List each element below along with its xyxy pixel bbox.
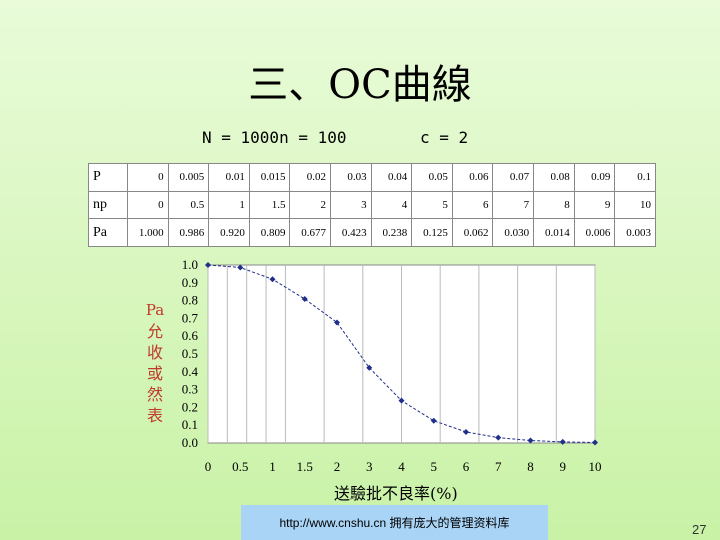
y-tick-label: 0.5 bbox=[182, 346, 198, 361]
table-cell: 0 bbox=[127, 163, 169, 192]
table-cell: 0.238 bbox=[370, 218, 413, 247]
y-tick-label: 0.1 bbox=[182, 417, 198, 432]
row-header: Pa bbox=[88, 218, 128, 247]
y-axis-char: 收 bbox=[146, 343, 163, 362]
table-cell: 0.05 bbox=[411, 163, 453, 192]
table-cell: 1.5 bbox=[248, 190, 291, 220]
param-n-text: N = 1000n = 100 bbox=[202, 128, 347, 147]
table-cell: 0.062 bbox=[451, 218, 494, 247]
table-cell: 0.014 bbox=[533, 218, 575, 247]
table-cell: 0.5 bbox=[167, 190, 210, 220]
data-point bbox=[559, 438, 566, 445]
table-cell: 8 bbox=[533, 190, 575, 220]
oc-table: P 0 0.005 0.01 0.015 0.02 0.03 0.04 0.05 0.06 0.07… bbox=[88, 163, 656, 247]
data-point bbox=[430, 417, 437, 424]
table-cell: 0.423 bbox=[330, 218, 372, 247]
table-cell: 0.005 bbox=[167, 163, 210, 192]
y-tick-label: 1.0 bbox=[182, 257, 198, 272]
table-cell: 0.1 bbox=[614, 163, 656, 192]
table-cell: 4 bbox=[370, 190, 413, 220]
table-row: np 0 0.5 1 1.5 2 3 4 5 6 7 8 9 10 bbox=[88, 190, 656, 220]
table-cell: 0.015 bbox=[248, 163, 291, 192]
table-cell: 0.030 bbox=[492, 218, 535, 247]
table-cell: 0.677 bbox=[289, 218, 332, 247]
data-point bbox=[398, 397, 405, 404]
param-c-text: c = 2 bbox=[420, 128, 469, 147]
y-tick-label: 0.8 bbox=[182, 293, 198, 308]
x-tick-label: 7 bbox=[495, 459, 502, 474]
y-tick-label: 0.0 bbox=[182, 435, 198, 450]
table-cell: 0.06 bbox=[451, 163, 494, 192]
table-cell: 9 bbox=[573, 190, 616, 220]
data-point bbox=[527, 437, 534, 444]
footer-bar: http://www.cnshu.cn 拥有庞大的管理资料库 bbox=[241, 505, 548, 540]
table-row: P 0 0.005 0.01 0.015 0.02 0.03 0.04 0.05 0.06 0.07… bbox=[88, 163, 656, 192]
table-cell: 0.03 bbox=[330, 163, 372, 192]
slide-title: 三、OC曲線 bbox=[248, 62, 472, 108]
data-point bbox=[366, 364, 373, 371]
x-tick-label: 3 bbox=[366, 459, 373, 474]
row-header: np bbox=[88, 190, 128, 220]
table-cell: 0.07 bbox=[492, 163, 535, 192]
table-cell: 10 bbox=[614, 190, 656, 220]
oc-chart: 1.0 0.9 0.8 0.7 0.6 0.5 0.4 0.3 0.2 0.1 0.0 0 0.5 1 1.… bbox=[182, 257, 602, 474]
table-cell: 5 bbox=[411, 190, 453, 220]
y-axis-label: Pa 允 收 或 然 表 bbox=[144, 300, 166, 426]
table-cell: 0 bbox=[127, 190, 169, 220]
x-tick-label: 0.5 bbox=[232, 459, 248, 474]
table-row: Pa 1.000 0.986 0.920 0.809 0.677 0.423 0.238 0.1… bbox=[88, 218, 656, 247]
data-point bbox=[301, 295, 308, 302]
y-tick-label: 0.3 bbox=[182, 382, 198, 397]
x-axis-label: 送驗批不良率(%) bbox=[334, 484, 458, 503]
y-tick-label: 0.9 bbox=[182, 275, 198, 290]
y-axis-symbol: Pa bbox=[145, 301, 165, 319]
row-header: P bbox=[88, 163, 128, 192]
data-point bbox=[237, 264, 244, 271]
table-cell: 7 bbox=[492, 190, 535, 220]
table-cell: 0.04 bbox=[370, 163, 413, 192]
table-cell: 0.08 bbox=[533, 163, 575, 192]
table-cell: 1 bbox=[208, 190, 250, 220]
y-tick-label: 0.7 bbox=[182, 310, 199, 325]
x-tick-label: 4 bbox=[398, 459, 405, 474]
y-tick-label: 0.2 bbox=[182, 399, 198, 414]
x-tick-label: 2 bbox=[334, 459, 341, 474]
x-tick-label: 10 bbox=[589, 459, 602, 474]
y-axis-char: 允 bbox=[146, 322, 163, 341]
data-point bbox=[205, 262, 211, 268]
table-cell: 0.809 bbox=[248, 218, 291, 247]
data-point bbox=[463, 428, 469, 435]
table-cell: 0.920 bbox=[208, 218, 250, 247]
page-number: 27 bbox=[692, 522, 707, 537]
y-tick-label: 0.6 bbox=[182, 328, 199, 343]
x-tick-label: 1 bbox=[269, 459, 276, 474]
table-cell: 1.000 bbox=[127, 218, 169, 247]
y-tick-label: 0.4 bbox=[182, 364, 199, 379]
x-tick-label: 0 bbox=[205, 459, 212, 474]
table-cell: 0.125 bbox=[411, 218, 453, 247]
table-cell: 0.006 bbox=[573, 218, 616, 247]
y-axis-char: 然 bbox=[146, 385, 163, 404]
x-tick-label: 9 bbox=[560, 459, 567, 474]
y-axis-char: 表 bbox=[146, 406, 163, 425]
table-cell: 0.02 bbox=[289, 163, 332, 192]
data-point bbox=[334, 319, 340, 326]
data-point bbox=[269, 276, 276, 283]
table-cell: 0.09 bbox=[573, 163, 616, 192]
table-cell: 0.003 bbox=[614, 218, 656, 247]
table-cell: 6 bbox=[451, 190, 494, 220]
x-tick-label: 1.5 bbox=[297, 459, 313, 474]
table-cell: 0.986 bbox=[167, 218, 210, 247]
table-cell: 3 bbox=[330, 190, 372, 220]
data-point bbox=[495, 434, 502, 441]
y-axis-char: 或 bbox=[146, 364, 163, 383]
x-tick-label: 8 bbox=[527, 459, 534, 474]
x-tick-label: 6 bbox=[463, 459, 470, 474]
data-point bbox=[592, 439, 598, 446]
table-cell: 2 bbox=[289, 190, 332, 220]
table-cell: 0.01 bbox=[208, 163, 250, 192]
x-tick-label: 5 bbox=[431, 459, 438, 474]
